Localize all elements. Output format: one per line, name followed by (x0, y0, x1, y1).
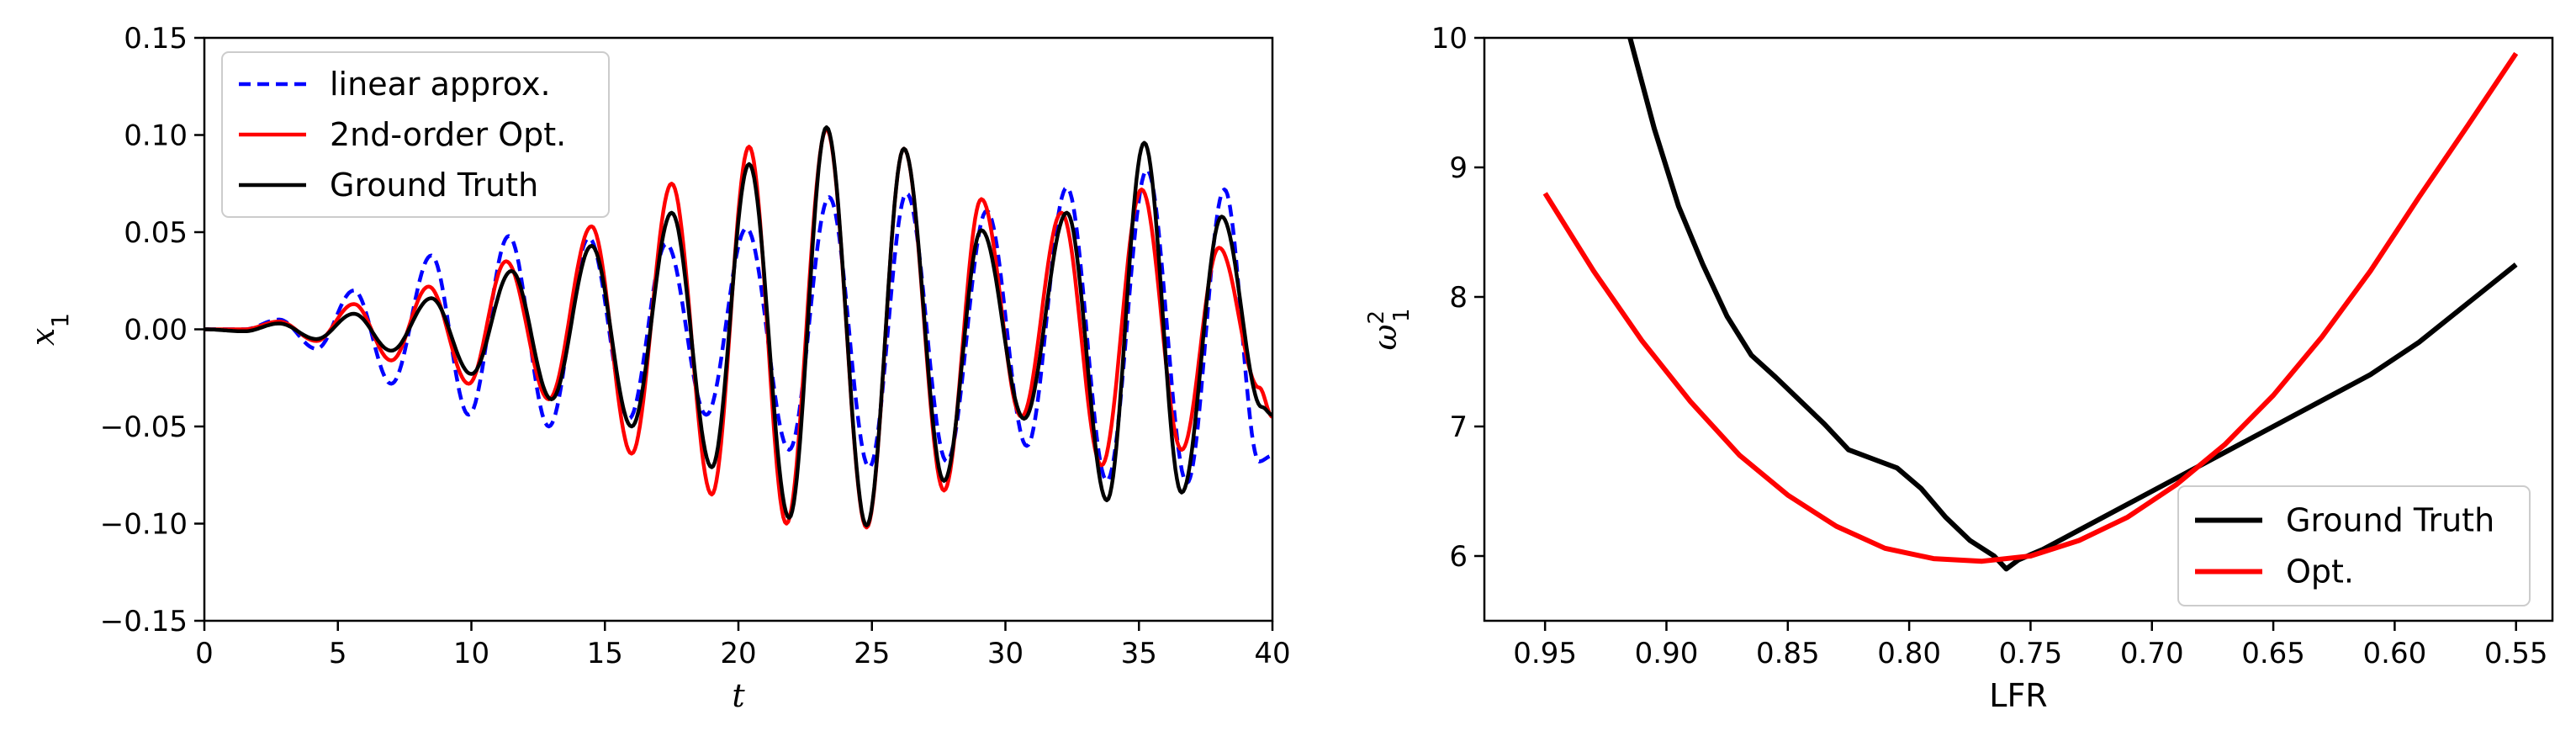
right-chart-y-axis-label-superscript: 2 (1364, 310, 1389, 325)
x-tick-label: 5 (329, 637, 347, 670)
x-tick-label: 40 (1254, 637, 1290, 670)
y-tick-label: 9 (1449, 151, 1468, 185)
y-tick-label: 6 (1449, 540, 1468, 574)
y-tick-label: 0.10 (124, 119, 188, 153)
left-chart-x-axis-label: t (732, 677, 745, 714)
x-tick-label: 0.65 (2241, 637, 2305, 670)
right-chart-y-axis-label-main: ω (1367, 325, 1404, 351)
y-tick-label: 0.15 (124, 22, 188, 56)
x-tick-label: 35 (1121, 637, 1157, 670)
right-chart-y-ticks: 6 7 8 9 10 (1431, 22, 1484, 574)
right-chart-x-ticks: 0.95 0.90 0.85 0.80 0.75 0.70 0.65 0.60 0.55 (1513, 621, 2548, 670)
series-line-ground-truth (204, 125, 1272, 528)
y-tick-label: 0.00 (124, 314, 188, 347)
x-tick-label: 10 (453, 637, 489, 670)
x-tick-label: 25 (854, 637, 890, 670)
left-chart-y-axis-label-subscript: 1 (46, 313, 74, 328)
legend-box (2177, 485, 2531, 606)
x-tick-label: 0.95 (1513, 637, 1577, 670)
left-chart-y-ticks: −0.15 −0.10 −0.05 0.00 0.05 0.10 0.15 (100, 22, 204, 638)
legend-entry-label: linear approx. (330, 66, 551, 103)
y-tick-label: −0.05 (100, 410, 188, 444)
y-tick-label: 0.05 (124, 216, 188, 250)
left-chart-x-ticks: 0 5 10 15 20 25 30 35 40 (195, 621, 1291, 670)
y-tick-label: 10 (1431, 22, 1468, 56)
x-tick-label: 20 (720, 637, 756, 670)
x-tick-label: 0.55 (2484, 637, 2548, 670)
right-chart: 0.95 0.90 0.85 0.80 0.75 0.70 0.65 0.60 0.55 6 7 8… (1364, 22, 2554, 714)
y-tick-label: 8 (1449, 281, 1468, 315)
x-tick-label: 0.85 (1756, 637, 1820, 670)
x-tick-label: 0.75 (1999, 637, 2063, 670)
right-chart-y-axis-label: ω21 (1364, 308, 1415, 350)
right-chart-series-group (1542, 38, 2519, 572)
series-line-2nd-order-opt (204, 127, 1272, 530)
x-tick-label: 0 (195, 637, 214, 670)
legend-box (221, 51, 610, 218)
right-chart-plot-frame (1483, 36, 2554, 622)
x-tick-label: 30 (987, 637, 1024, 670)
legend-entry-label: Ground Truth (330, 167, 538, 204)
right-chart-legend: Ground Truth Opt. (2177, 485, 2531, 606)
x-tick-label: 0.90 (1635, 637, 1699, 670)
left-chart: 0 5 10 15 20 25 30 35 40 −0.15 −0.10 −0.05 0.00 0.05… (24, 22, 1291, 714)
legend-entry-label: Ground Truth (2286, 502, 2494, 539)
left-chart-legend: linear approx. 2nd-order Opt. Ground Truth (221, 51, 610, 218)
y-tick-label: −0.15 (100, 605, 188, 638)
right-chart-y-axis-label-subscript: 1 (1389, 308, 1415, 322)
y-tick-label: 7 (1449, 410, 1468, 444)
legend-entry-label: 2nd-order Opt. (330, 116, 566, 153)
y-tick-label: −0.10 (100, 508, 188, 542)
legend-entry-label: Opt. (2286, 553, 2354, 590)
x-tick-label: 0.70 (2120, 637, 2184, 670)
series-line-ground-truth (1627, 38, 2518, 572)
left-chart-y-axis-label-main: x (24, 328, 61, 346)
right-chart-x-axis-label: LFR (1989, 677, 2047, 714)
left-chart-series-group (204, 125, 1272, 530)
series-line-opt (1542, 51, 2519, 564)
left-chart-y-axis-label: x1 (24, 313, 74, 346)
x-tick-label: 0.60 (2363, 637, 2427, 670)
x-tick-label: 15 (587, 637, 623, 670)
x-tick-label: 0.80 (1877, 637, 1941, 670)
